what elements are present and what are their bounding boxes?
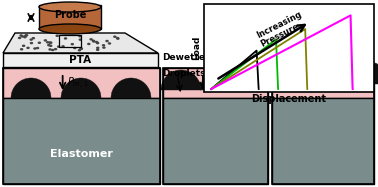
Ellipse shape	[49, 45, 53, 47]
Bar	[204, 4, 374, 92]
Ellipse shape	[96, 47, 99, 49]
Ellipse shape	[78, 35, 82, 38]
Ellipse shape	[24, 35, 27, 37]
Ellipse shape	[20, 48, 23, 50]
Wedge shape	[267, 61, 313, 84]
Ellipse shape	[26, 47, 30, 49]
Ellipse shape	[46, 41, 50, 44]
Ellipse shape	[39, 24, 101, 34]
Ellipse shape	[19, 34, 23, 37]
Ellipse shape	[51, 49, 54, 51]
Ellipse shape	[79, 38, 82, 41]
Bar	[272, 68, 374, 98]
Ellipse shape	[38, 42, 41, 44]
Text: Elastomer: Elastomer	[50, 149, 113, 159]
Bar	[3, 53, 158, 67]
Ellipse shape	[25, 34, 28, 36]
Bar	[3, 98, 160, 184]
Wedge shape	[61, 78, 101, 98]
Ellipse shape	[102, 46, 106, 49]
Text: Probe: Probe	[54, 10, 86, 20]
Bar	[163, 98, 268, 184]
Ellipse shape	[116, 37, 119, 39]
Ellipse shape	[21, 35, 24, 38]
Text: Load: Load	[192, 36, 201, 60]
Text: Increasing
Pressure: Increasing Pressure	[255, 9, 308, 49]
Ellipse shape	[79, 47, 83, 50]
Ellipse shape	[116, 37, 120, 40]
Ellipse shape	[80, 47, 83, 50]
Text: $P_{m,1}$: $P_{m,1}$	[67, 75, 88, 91]
Ellipse shape	[108, 42, 111, 45]
Ellipse shape	[48, 41, 52, 44]
Ellipse shape	[49, 42, 53, 44]
Bar	[3, 68, 160, 98]
Bar	[39, 5, 101, 29]
Text: Droplets: Droplets	[162, 69, 206, 78]
Text: Displacement: Displacement	[251, 94, 327, 104]
Bar	[163, 68, 268, 184]
Wedge shape	[239, 70, 279, 90]
Bar	[3, 68, 160, 184]
Bar	[272, 98, 374, 184]
Wedge shape	[343, 61, 378, 84]
Ellipse shape	[61, 45, 65, 47]
Ellipse shape	[18, 37, 21, 39]
Ellipse shape	[32, 37, 35, 39]
Ellipse shape	[64, 37, 67, 40]
Text: PTA: PTA	[70, 55, 91, 65]
Ellipse shape	[29, 38, 33, 41]
Wedge shape	[200, 70, 240, 90]
Wedge shape	[161, 70, 201, 90]
Bar	[163, 68, 268, 98]
Ellipse shape	[89, 38, 93, 41]
Ellipse shape	[39, 2, 101, 12]
Ellipse shape	[77, 49, 81, 51]
Ellipse shape	[95, 41, 98, 43]
Text: Dewetted: Dewetted	[162, 53, 211, 62]
Ellipse shape	[113, 35, 116, 38]
Wedge shape	[11, 78, 51, 98]
Ellipse shape	[43, 39, 47, 42]
Ellipse shape	[96, 42, 99, 44]
Ellipse shape	[73, 47, 76, 49]
Ellipse shape	[105, 40, 109, 42]
Wedge shape	[111, 78, 151, 98]
Ellipse shape	[54, 48, 57, 50]
Ellipse shape	[92, 40, 95, 43]
Text: $P_{m,2}$: $P_{m,2}$	[207, 75, 228, 91]
Ellipse shape	[57, 45, 60, 48]
Ellipse shape	[102, 44, 105, 47]
Bar	[272, 68, 374, 184]
Text: $P_{m,3}$: $P_{m,3}$	[327, 75, 349, 91]
Ellipse shape	[23, 36, 27, 38]
Ellipse shape	[71, 43, 74, 45]
Ellipse shape	[87, 43, 91, 45]
Wedge shape	[305, 61, 351, 84]
Polygon shape	[3, 33, 158, 53]
Ellipse shape	[22, 45, 25, 47]
Ellipse shape	[36, 47, 39, 49]
Ellipse shape	[96, 49, 99, 51]
Ellipse shape	[33, 47, 37, 50]
Ellipse shape	[30, 42, 33, 44]
Ellipse shape	[48, 48, 52, 51]
Ellipse shape	[56, 35, 59, 37]
Ellipse shape	[92, 39, 95, 42]
Bar	[59, 35, 81, 47]
Ellipse shape	[47, 44, 51, 46]
